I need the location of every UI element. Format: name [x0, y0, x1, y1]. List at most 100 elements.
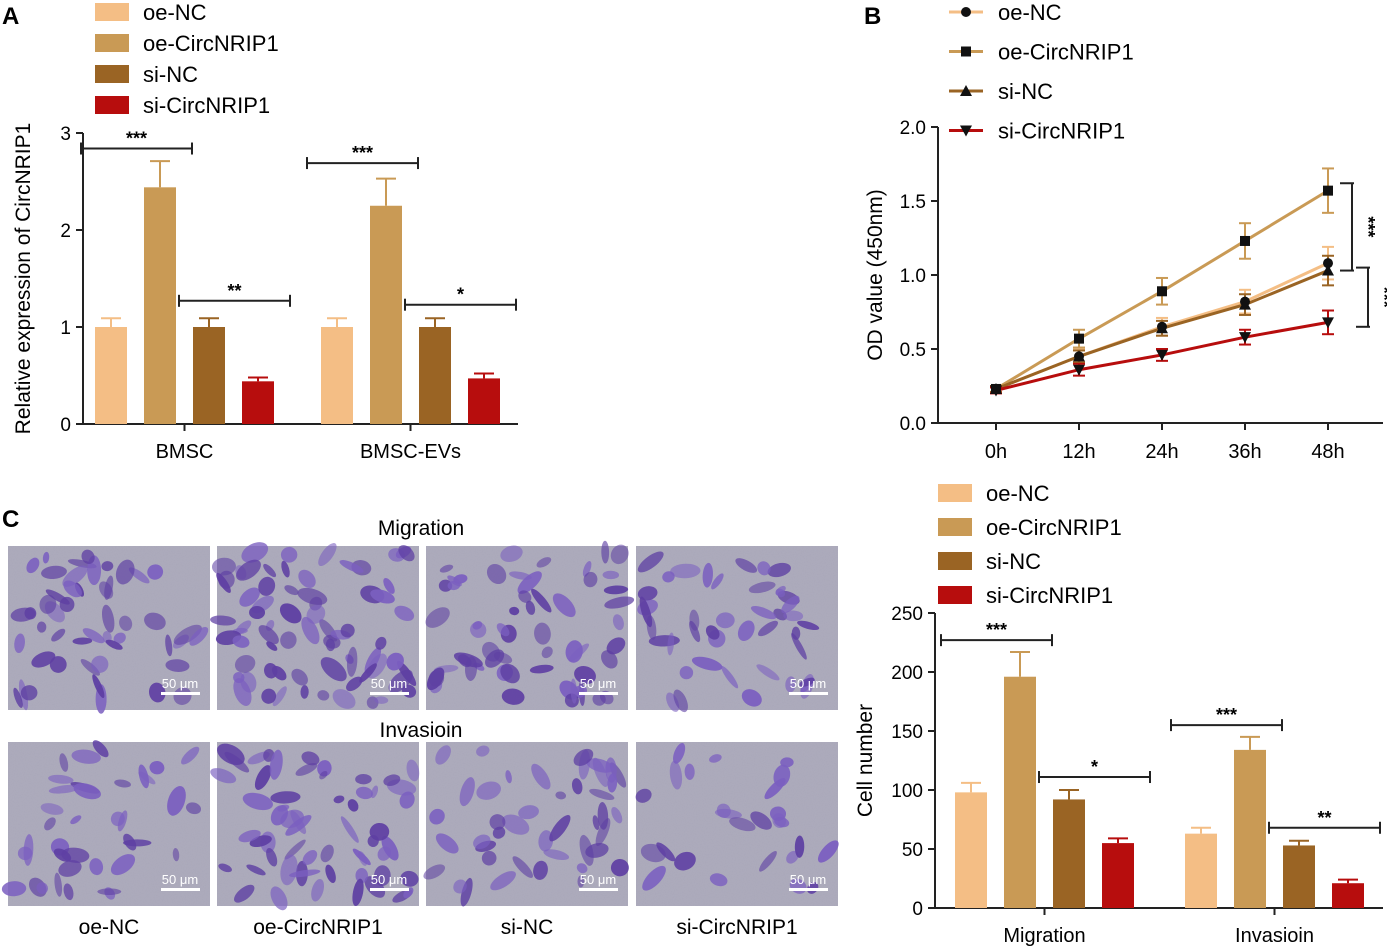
stained-cell [637, 586, 658, 601]
stained-cell [101, 604, 115, 633]
stained-cell [339, 560, 364, 573]
stained-cell [301, 616, 320, 645]
stained-cell [435, 745, 451, 765]
stained-cell [317, 690, 330, 701]
stained-cell [721, 666, 739, 689]
point-oe-CircNRIP1-48h [1323, 185, 1333, 196]
stained-cell [773, 764, 791, 787]
bar-oe-NC-BMSC-EVs [321, 327, 353, 424]
stained-cell [555, 791, 567, 800]
stained-cell [272, 686, 287, 707]
stained-cell [610, 544, 629, 565]
panel-c-letter: C [2, 506, 19, 533]
stained-cell [239, 587, 260, 607]
stained-cell [611, 806, 623, 824]
stained-cell [301, 751, 320, 766]
stained-cell [181, 746, 200, 765]
stained-cell [300, 685, 309, 699]
stained-cell [512, 856, 534, 878]
stained-cell [233, 884, 255, 903]
stained-cell [355, 774, 372, 785]
stained-cell [173, 624, 202, 645]
legend-swatch-oe-CircNRIP1 [938, 518, 972, 536]
bar-oe-CircNRIP1-BMSC-EVs [370, 205, 402, 424]
stained-cell [579, 834, 594, 866]
stained-cell [26, 557, 40, 574]
stained-cell [715, 612, 735, 629]
stained-cell [119, 615, 133, 631]
stained-cell [781, 595, 800, 614]
stained-cell [610, 858, 629, 877]
stained-cell [99, 581, 114, 599]
stained-cell [794, 835, 805, 858]
y-tick-label: 1.5 [900, 192, 926, 213]
micrograph-oe-NC-Migration: 50 μm [8, 546, 210, 714]
stained-cell [679, 666, 694, 680]
stained-cell [216, 572, 231, 593]
y-axis-title: OD value (450nm) [864, 189, 887, 361]
stained-cell [364, 647, 382, 674]
micrograph-oe-CircNRIP1-Invasioin: 50 μm [210, 742, 420, 911]
stained-cell [92, 674, 105, 699]
stained-cell [602, 570, 620, 580]
stained-cell [531, 763, 551, 790]
stained-cell [148, 682, 166, 703]
stained-cell [72, 637, 93, 645]
stained-cell [711, 573, 724, 590]
scale-bar-label: 50 μm [371, 872, 407, 887]
significance-label: * [1091, 757, 1098, 777]
stained-cell [110, 811, 125, 827]
stained-cell [496, 623, 510, 637]
stained-cell [370, 589, 395, 604]
stained-cell [44, 817, 56, 831]
point-si-CircNRIP1-24h [1156, 349, 1168, 361]
stained-cell [592, 692, 606, 706]
y-tick-label: 3 [60, 124, 71, 145]
scale-bar-label: 50 μm [162, 676, 198, 691]
stained-cell [246, 864, 266, 876]
stained-cell [110, 854, 136, 876]
stained-cell [41, 565, 67, 580]
stained-cell [115, 559, 135, 585]
stained-cell [705, 625, 720, 640]
stained-cell [284, 585, 299, 596]
stained-cell [317, 760, 332, 777]
stained-cell [582, 560, 592, 577]
significance-label: *** [1216, 705, 1237, 725]
micrograph-oe-CircNRIP1-Migration: 50 μm [210, 542, 419, 710]
stained-cell [82, 628, 105, 644]
stained-cell [340, 816, 359, 843]
y-tick-label: 0 [60, 415, 71, 436]
stained-cell [167, 786, 186, 816]
stained-cell [270, 886, 288, 911]
y-axis-title: Relative expression of CircNRIP1 [12, 123, 35, 435]
significance-label: *** [126, 129, 147, 149]
stained-cell [729, 817, 756, 832]
bar-si-CircNRIP1-Invasioin [1332, 883, 1364, 908]
stained-cell [639, 596, 653, 628]
legend-label: oe-NC [986, 481, 1050, 506]
stained-cell [333, 795, 345, 804]
stained-cell [476, 745, 490, 757]
stained-cell [797, 620, 820, 631]
stained-cell [635, 788, 652, 803]
stained-cell [601, 540, 610, 564]
stained-cell [748, 581, 776, 594]
y-tick-label: 2 [60, 221, 71, 242]
stained-cell [670, 563, 701, 579]
legend-label: si-NC [986, 549, 1041, 574]
column-label: si-NC [501, 916, 554, 939]
stained-cell [31, 651, 56, 668]
stained-cell [756, 664, 780, 681]
stained-cell [113, 632, 126, 644]
point-si-NC-48h [1322, 264, 1334, 276]
stained-cell [667, 632, 675, 656]
stained-cell [674, 851, 696, 871]
stained-cell [517, 571, 542, 594]
stained-cell [767, 562, 791, 578]
legend-swatch-si-NC [95, 65, 129, 83]
legend-marker-si-NC [960, 85, 972, 96]
stained-cell [702, 562, 713, 588]
stained-cell [460, 877, 473, 907]
stained-cell [538, 830, 554, 852]
